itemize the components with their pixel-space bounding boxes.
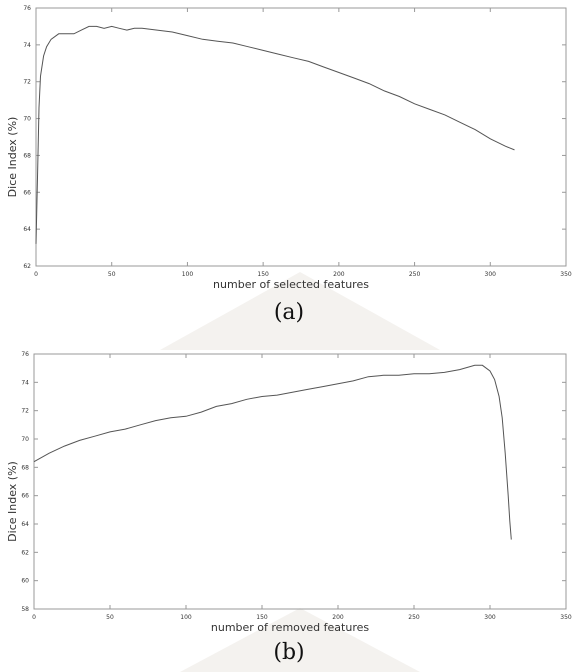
- x-tick-label: 300: [485, 271, 497, 278]
- x-tick-label: 100: [182, 271, 194, 278]
- x-tick-label: 150: [257, 271, 269, 278]
- series-line: [33, 364, 512, 540]
- caption-a: (a): [273, 300, 305, 325]
- y-tick-label: 64: [21, 521, 29, 528]
- y-tick-label: 76: [21, 351, 29, 358]
- caption-b: (b): [273, 640, 305, 665]
- y-tick-label: 72: [21, 408, 29, 415]
- plot-frame: [33, 353, 567, 610]
- chart-a: 0 50 100 150 200 250 300 350 62 64 66 68 70 72 74 76 num…: [0, 0, 578, 300]
- chart-b-svg: 0 50 100 150 200 250 300 350 58 60 62 64 66 68 70 72 74 7…: [6, 351, 572, 634]
- y-tick-label: 74: [21, 379, 29, 386]
- plot-frame: [35, 7, 567, 267]
- x-axis-label: number of removed features: [211, 621, 369, 634]
- x-tick-label: 200: [333, 271, 345, 278]
- y-axis-label: Dice Index (%): [6, 461, 19, 542]
- y-tick-label: 74: [23, 42, 31, 49]
- x-tick-label: 0: [32, 614, 36, 621]
- x-tick-label: 0: [34, 271, 38, 278]
- x-tick-label: 150: [256, 614, 268, 621]
- y-tick-label: 70: [21, 436, 29, 443]
- x-tick-label: 200: [332, 614, 344, 621]
- y-tick-label: 72: [23, 79, 31, 86]
- x-tick-label: 250: [408, 614, 420, 621]
- y-axis-label: Dice Index (%): [6, 117, 19, 198]
- y-tick-label: 66: [21, 493, 29, 500]
- x-tick-label: 300: [484, 614, 496, 621]
- y-tick-label: 76: [23, 5, 31, 12]
- y-tick-label: 64: [23, 226, 31, 233]
- x-tick-label: 50: [108, 271, 116, 278]
- x-axis-label: number of selected features: [213, 278, 369, 291]
- y-tick-label: 62: [21, 549, 29, 556]
- series-line: [35, 25, 515, 244]
- x-tick-label: 350: [560, 271, 572, 278]
- y-tick-label: 58: [21, 606, 29, 613]
- x-tick-label: 50: [106, 614, 114, 621]
- x-tick-label: 100: [180, 614, 192, 621]
- x-tick-label: 350: [560, 614, 572, 621]
- chart-a-svg: 0 50 100 150 200 250 300 350 62 64 66 68 70 72 74 76 num…: [6, 5, 572, 291]
- y-tick-label: 60: [21, 578, 29, 585]
- chart-b: 0 50 100 150 200 250 300 350 58 60 62 64 66 68 70 72 74 7…: [0, 340, 578, 640]
- y-tick-label: 68: [23, 152, 31, 159]
- y-tick-label: 62: [23, 263, 31, 270]
- y-tick-label: 68: [21, 464, 29, 471]
- y-tick-label: 70: [23, 116, 31, 123]
- y-tick-label: 66: [23, 189, 31, 196]
- x-tick-label: 250: [409, 271, 421, 278]
